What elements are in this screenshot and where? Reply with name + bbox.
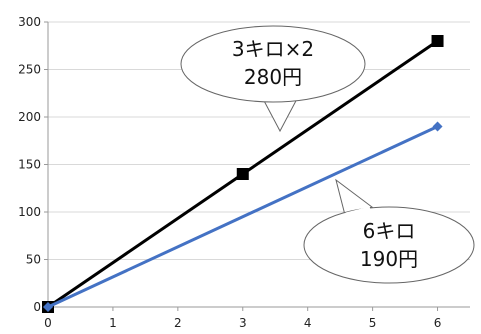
- callout-3kilo-x2: 3キロ×2 280円: [180, 25, 366, 133]
- y-tick-label-0: 0: [33, 300, 41, 314]
- series-1-line: [47, 125, 439, 309]
- series-0-point-1: [236, 168, 249, 180]
- x-tick-label-1: 1: [109, 316, 117, 330]
- y-tick-label-150: 150: [18, 158, 41, 172]
- callout-text-6kilo-line2: 190円: [360, 247, 418, 271]
- x-tick-label-5: 5: [369, 316, 377, 330]
- x-tick-label-3: 3: [239, 316, 247, 330]
- series-0-point-2: [431, 35, 444, 47]
- series-1-point-1: [432, 121, 443, 132]
- x-tick-label-6: 6: [434, 316, 442, 330]
- callout-text-3kilo-x2-line1: 3キロ×2: [232, 37, 314, 61]
- y-tick-label-50: 50: [26, 253, 41, 267]
- x-tick-label-4: 4: [304, 316, 312, 330]
- callout-6kilo: 6キロ 190円: [303, 178, 475, 284]
- callout-ellipse-3kilo-x2: [180, 25, 366, 103]
- y-tick-label-300: 300: [18, 15, 41, 29]
- y-tick-label-250: 250: [18, 63, 41, 77]
- y-tick-label-100: 100: [18, 205, 41, 219]
- series-1: [43, 121, 443, 312]
- x-tick-label-0: 0: [44, 316, 52, 330]
- callout-text-6kilo-line1: 6キロ: [363, 219, 416, 243]
- callout-text-3kilo-x2-line2: 280円: [244, 65, 302, 89]
- callout-ellipse-6kilo: [303, 206, 475, 284]
- x-tick-label-2: 2: [174, 316, 182, 330]
- tick-labels: 0 50 100 150 200 250 300 0 1 2 3 4 5 6: [18, 15, 441, 330]
- y-tick-label-200: 200: [18, 110, 41, 124]
- series-1-point-0: [43, 302, 53, 312]
- series: [42, 35, 444, 313]
